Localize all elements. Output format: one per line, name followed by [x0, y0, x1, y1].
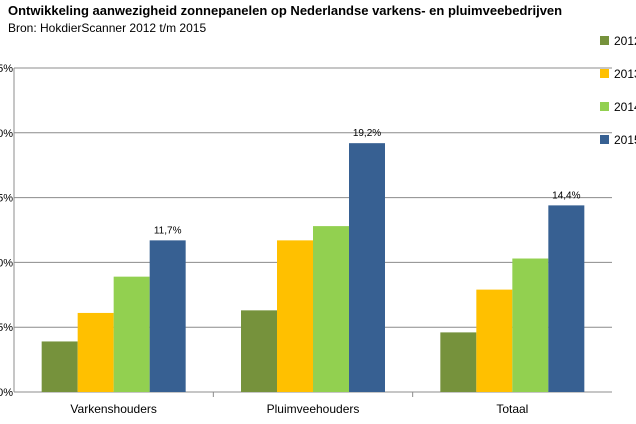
- bar-2015: [548, 205, 585, 392]
- bar-2013: [277, 240, 313, 392]
- bar-2015: [149, 240, 186, 392]
- data-label: 14,4%: [552, 190, 580, 201]
- legend-swatch-2012: [600, 36, 609, 45]
- bar-2013: [77, 312, 114, 392]
- data-label: 11,7%: [154, 225, 182, 236]
- bar-2015: [349, 143, 385, 392]
- x-tick-label: Totaal: [496, 402, 528, 416]
- bar-2013: [476, 289, 513, 392]
- legend-swatch-2014: [600, 102, 609, 111]
- bar-2014: [313, 226, 349, 392]
- legend-label-2015: 2015: [614, 133, 636, 147]
- chart-title: Ontwikkeling aanwezigheid zonnepanelen o…: [8, 3, 563, 18]
- y-tick-label: 20%: [0, 128, 13, 140]
- bar-2012: [241, 310, 277, 392]
- x-tick-label: Pluimveehouders: [267, 402, 360, 416]
- chart-subtitle: Bron: HokdierScanner 2012 t/m 2015: [8, 21, 207, 35]
- legend-swatch-2013: [600, 69, 609, 78]
- y-tick-label: 10%: [0, 257, 13, 269]
- bar-2014: [512, 258, 549, 392]
- legend-swatch-2015: [600, 135, 609, 144]
- x-tick-label: Varkenshouders: [70, 402, 157, 416]
- bar-2014: [113, 276, 150, 392]
- y-tick-label: 25%: [0, 63, 13, 75]
- legend-label-2013: 2013: [614, 67, 636, 81]
- legend-label-2014: 2014: [614, 100, 636, 114]
- y-tick-label: 15%: [0, 193, 13, 205]
- bar-2012: [41, 341, 78, 392]
- bar-2012: [440, 332, 477, 392]
- data-label: 19,2%: [353, 128, 381, 139]
- y-tick-label: 0%: [0, 387, 13, 399]
- legend-label-2012: 2012: [614, 34, 636, 48]
- y-tick-label: 5%: [0, 322, 13, 334]
